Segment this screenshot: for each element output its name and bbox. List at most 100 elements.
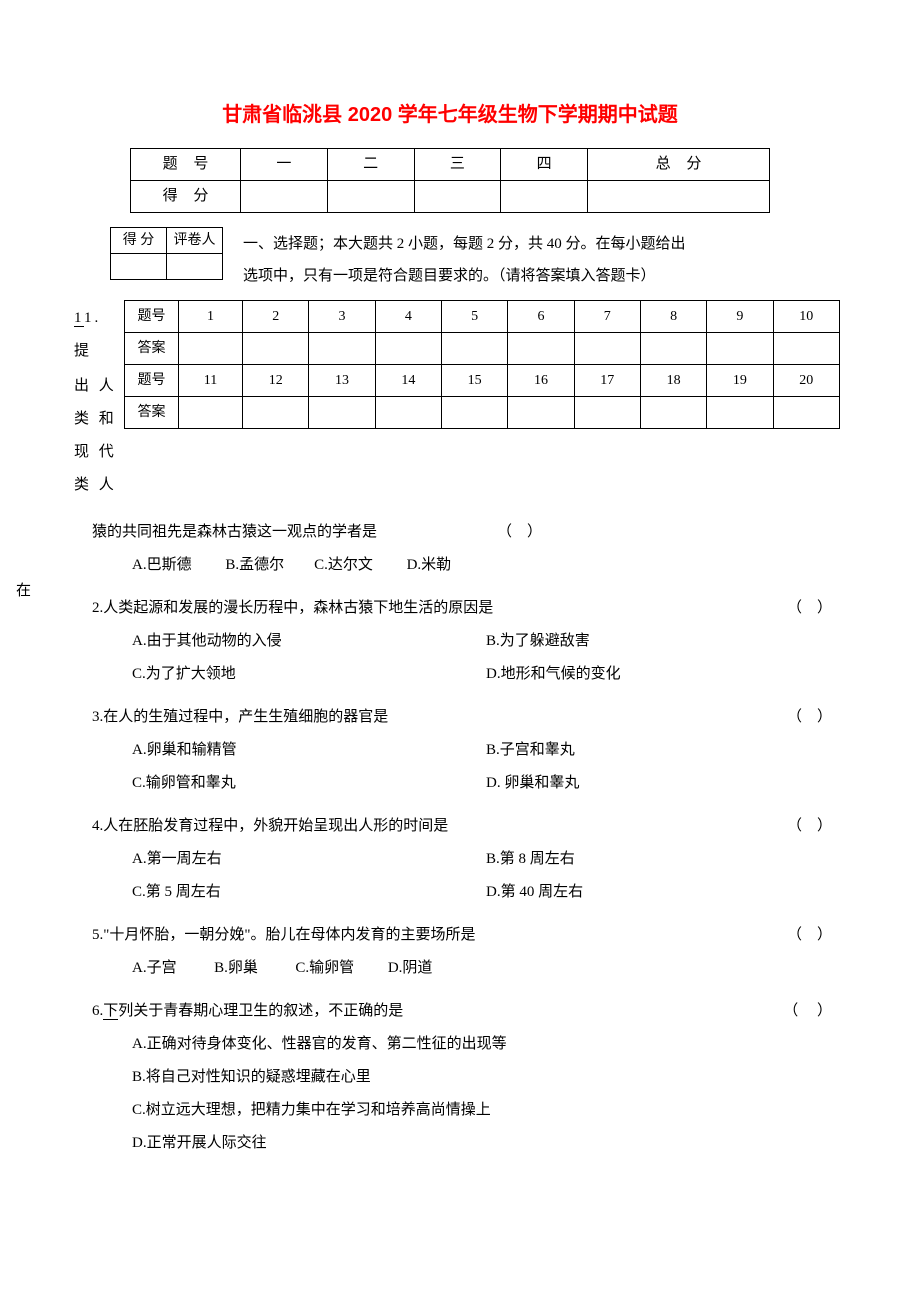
grader-box: 得 分 评卷人 <box>110 227 223 280</box>
cell <box>773 397 839 429</box>
option: C.树立远大理想，把精力集中在学习和培养高尚情操上 <box>132 1094 840 1127</box>
text-fragment: 现 代 <box>74 436 124 469</box>
margin-character: 在 <box>16 580 31 603</box>
options-stacked: A.正确对待身体变化、性器官的发育、第二性征的出现等 B.将自己对性知识的疑惑埋… <box>132 1028 840 1160</box>
cell: 19 <box>707 365 773 397</box>
answer-paren: （ ） <box>787 810 840 843</box>
text-fragment: 11. 提1. 提 <box>74 302 124 368</box>
cell: 二 <box>327 149 414 181</box>
option: A.正确对待身体变化、性器官的发育、第二性征的出现等 <box>132 1028 840 1061</box>
cell <box>707 397 773 429</box>
option: A.第一周左右 <box>132 843 486 876</box>
table-row: 题 号 一 二 三 四 总 分 <box>131 149 770 181</box>
underline-mark: 下 <box>103 1003 118 1020</box>
cell: 得 分 <box>111 228 167 254</box>
cell: 9 <box>707 301 773 333</box>
cell <box>773 333 839 365</box>
answer-paren: （ ） <box>787 701 840 734</box>
text-fragment: 类 和 <box>74 403 124 436</box>
q-text: 3.在人的生殖过程中，产生生殖细胞的器官是 <box>92 701 388 734</box>
cell-label: 得 分 <box>131 181 241 213</box>
table-row: 答案 <box>125 397 840 429</box>
option: D.地形和气候的变化 <box>486 658 840 691</box>
option: A.由于其他动物的入侵 <box>132 625 486 658</box>
cell <box>179 397 243 429</box>
cell: 10 <box>773 301 839 333</box>
q6: 6.下列关于青春期心理卫生的叙述，不正确的是 （ ） A.正确对待身体变化、性器… <box>92 995 840 1160</box>
score-summary-table: 题 号 一 二 三 四 总 分 得 分 <box>130 148 770 213</box>
table-row: 得 分 <box>131 181 770 213</box>
cell <box>309 333 375 365</box>
text-fragment: 类 人 <box>74 469 124 502</box>
q1-tail: 猿的共同祖先是森林古猿这一观点的学者是 （ ） A.巴斯德 B.孟德尔 C.达尔… <box>92 516 840 582</box>
cell <box>111 254 167 280</box>
cell: 7 <box>574 301 640 333</box>
options-inline: A.巴斯德 B.孟德尔 C.达尔文 D.米勒 <box>132 549 840 582</box>
cell: 6 <box>508 301 574 333</box>
q-text: 猿的共同祖先是森林古猿这一观点的学者是 <box>92 516 377 549</box>
option: C.第 5 周左右 <box>132 876 486 909</box>
cell: 评卷人 <box>167 228 223 254</box>
cell <box>441 333 507 365</box>
cell <box>441 397 507 429</box>
q5: 5."十月怀胎，一朝分娩"。胎儿在母体内发育的主要场所是 （ ） A.子宫 B.… <box>92 919 840 985</box>
cell <box>414 181 501 213</box>
cell: 5 <box>441 301 507 333</box>
answer-paren: （ ） <box>783 995 840 1028</box>
options-two-col: A.由于其他动物的入侵 B.为了躲避敌害 C.为了扩大领地 D.地形和气候的变化 <box>132 625 840 691</box>
intro-line: 选项中，只有一项是符合题目要求的。（请将答案填入答题卡） <box>243 261 686 293</box>
cell <box>309 397 375 429</box>
cell <box>574 333 640 365</box>
cell: 8 <box>640 301 706 333</box>
cell <box>243 397 309 429</box>
cell-label: 答案 <box>125 333 179 365</box>
cell <box>640 333 706 365</box>
question-area: 11. 提1. 提 出 人 类 和 现 代 类 人 题号 1 2 3 4 5 6… <box>60 300 840 1160</box>
q2: 2.人类起源和发展的漫长历程中，森林古猿下地生活的原因是 （ ） A.由于其他动… <box>92 592 840 691</box>
cell <box>588 181 770 213</box>
option: C.为了扩大领地 <box>132 658 486 691</box>
q-text: 2.人类起源和发展的漫长历程中，森林古猿下地生活的原因是 <box>92 592 493 625</box>
option: C.输卵管和睾丸 <box>132 767 486 800</box>
option: D. 卵巢和睾丸 <box>486 767 840 800</box>
cell <box>327 181 414 213</box>
cell <box>508 397 574 429</box>
option: D.正常开展人际交往 <box>132 1127 840 1160</box>
cell <box>241 181 328 213</box>
cell <box>243 333 309 365</box>
cell-label: 题号 <box>125 301 179 333</box>
cell: 一 <box>241 149 328 181</box>
cell: 14 <box>375 365 441 397</box>
option: A.卵巢和输精管 <box>132 734 486 767</box>
cell: 四 <box>501 149 588 181</box>
cell <box>574 397 640 429</box>
text-fragment: 出 人 <box>74 370 124 403</box>
options-inline: A.子宫 B.卵巢 C.输卵管 D.阴道 <box>132 952 840 985</box>
table-row: 答案 <box>125 333 840 365</box>
option: D.第 40 周左右 <box>486 876 840 909</box>
answer-grid-wrap: 11. 提1. 提 出 人 类 和 现 代 类 人 题号 1 2 3 4 5 6… <box>60 300 840 502</box>
cell: 15 <box>441 365 507 397</box>
cell: 4 <box>375 301 441 333</box>
section-header-row: 得 分 评卷人 一、选择题；本大题共 2 小题，每题 2 分，共 40 分。在每… <box>110 227 840 292</box>
cell-label: 题 号 <box>131 149 241 181</box>
q-text: 5."十月怀胎，一朝分娩"。胎儿在母体内发育的主要场所是 <box>92 919 476 952</box>
table-row: 得 分 评卷人 <box>111 228 223 254</box>
cell: 17 <box>574 365 640 397</box>
cell: 12 <box>243 365 309 397</box>
options-two-col: A.卵巢和输精管 B.子宫和睾丸 C.输卵管和睾丸 D. 卵巢和睾丸 <box>132 734 840 800</box>
cell: 13 <box>309 365 375 397</box>
cell: 2 <box>243 301 309 333</box>
q-text: 4.人在胚胎发育过程中，外貌开始呈现出人形的时间是 <box>92 810 448 843</box>
cell: 11 <box>179 365 243 397</box>
cell: 18 <box>640 365 706 397</box>
intro-line: 一、选择题；本大题共 2 小题，每题 2 分，共 40 分。在每小题给出 <box>243 229 686 261</box>
cell: 16 <box>508 365 574 397</box>
cell-label: 答案 <box>125 397 179 429</box>
q4: 4.人在胚胎发育过程中，外貌开始呈现出人形的时间是 （ ） A.第一周左右 B.… <box>92 810 840 909</box>
cell: 三 <box>414 149 501 181</box>
answer-sheet-table: 题号 1 2 3 4 5 6 7 8 9 10 答案 题号 11 12 13 <box>124 300 840 429</box>
underline-mark: 1 <box>74 310 84 327</box>
table-row <box>111 254 223 280</box>
cell <box>508 333 574 365</box>
